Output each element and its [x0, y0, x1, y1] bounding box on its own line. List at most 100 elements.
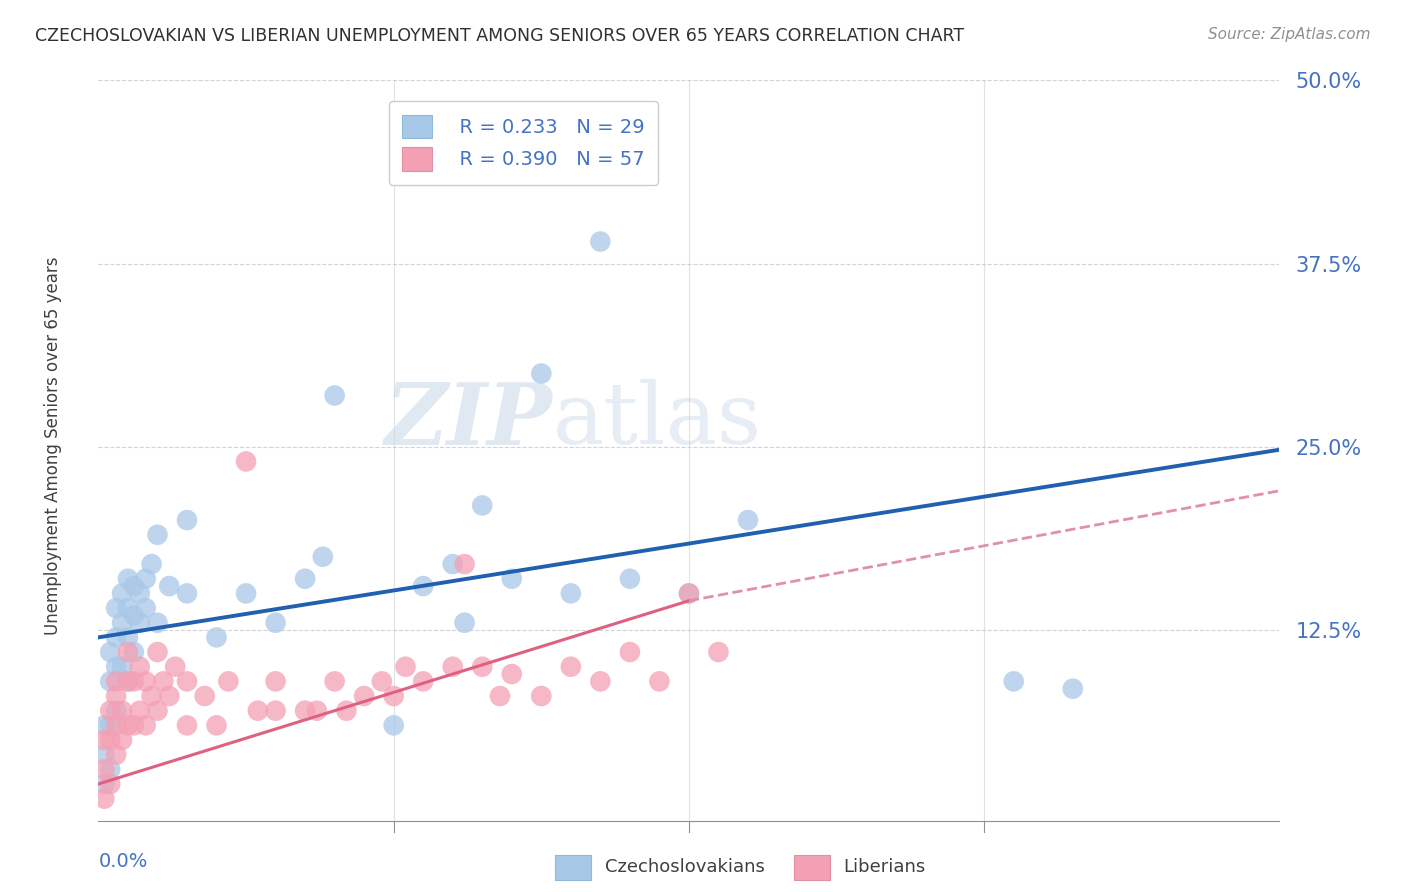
- Point: [152, 674, 174, 689]
- Point: [105, 631, 128, 645]
- Point: [98, 777, 121, 791]
- Point: [501, 572, 523, 586]
- Point: [165, 659, 187, 673]
- Point: [205, 631, 228, 645]
- Point: [93, 777, 115, 791]
- Point: [157, 579, 180, 593]
- Text: CZECHOSLOVAKIAN VS LIBERIAN UNEMPLOYMENT AMONG SENIORS OVER 65 YEARS CORRELATION: CZECHOSLOVAKIAN VS LIBERIAN UNEMPLOYMENT…: [35, 27, 965, 45]
- Point: [235, 454, 257, 468]
- Point: [530, 689, 553, 703]
- Point: [530, 367, 553, 381]
- Point: [93, 762, 115, 776]
- Point: [560, 586, 582, 600]
- Point: [323, 388, 346, 402]
- Point: [146, 615, 169, 630]
- Point: [264, 674, 287, 689]
- Point: [105, 718, 128, 732]
- Point: [117, 601, 139, 615]
- Point: [453, 615, 475, 630]
- Point: [707, 645, 730, 659]
- Point: [93, 791, 115, 805]
- Point: [122, 674, 145, 689]
- Point: [135, 718, 157, 732]
- Point: [93, 718, 115, 732]
- Point: [1002, 674, 1025, 689]
- Point: [98, 645, 121, 659]
- Point: [128, 659, 150, 673]
- Point: [122, 645, 145, 659]
- Point: [117, 674, 139, 689]
- Point: [111, 586, 134, 600]
- Point: [264, 615, 287, 630]
- Point: [176, 513, 198, 527]
- Point: [441, 557, 464, 571]
- Point: [471, 499, 494, 513]
- Point: [146, 528, 169, 542]
- Text: Czechoslovakians: Czechoslovakians: [605, 858, 765, 876]
- Point: [135, 572, 157, 586]
- Point: [217, 674, 239, 689]
- Point: [648, 674, 671, 689]
- Point: [98, 762, 121, 776]
- FancyBboxPatch shape: [794, 855, 830, 880]
- Point: [678, 586, 700, 600]
- Point: [128, 586, 150, 600]
- Point: [294, 704, 316, 718]
- Point: [501, 667, 523, 681]
- Point: [105, 689, 128, 703]
- Point: [382, 718, 405, 732]
- Point: [93, 747, 115, 762]
- Point: [619, 572, 641, 586]
- Point: [122, 608, 145, 623]
- Point: [122, 718, 145, 732]
- Point: [128, 704, 150, 718]
- Point: [117, 674, 139, 689]
- Text: Source: ZipAtlas.com: Source: ZipAtlas.com: [1208, 27, 1371, 42]
- Point: [146, 645, 169, 659]
- Point: [93, 733, 115, 747]
- Point: [312, 549, 335, 564]
- Point: [323, 674, 346, 689]
- Point: [141, 689, 163, 703]
- Point: [589, 235, 612, 249]
- Point: [105, 747, 128, 762]
- Point: [1062, 681, 1084, 696]
- Text: 0.0%: 0.0%: [98, 852, 148, 871]
- Point: [176, 674, 198, 689]
- Point: [394, 659, 416, 673]
- Point: [98, 674, 121, 689]
- Point: [471, 659, 494, 673]
- Point: [453, 557, 475, 571]
- Point: [335, 704, 357, 718]
- Point: [412, 674, 434, 689]
- Point: [489, 689, 512, 703]
- Point: [105, 704, 128, 718]
- Text: atlas: atlas: [553, 379, 762, 462]
- Point: [412, 579, 434, 593]
- Point: [98, 704, 121, 718]
- Point: [117, 645, 139, 659]
- Point: [176, 586, 198, 600]
- Legend:   R = 0.233   N = 29,   R = 0.390   N = 57: R = 0.233 N = 29, R = 0.390 N = 57: [389, 101, 658, 185]
- Point: [246, 704, 269, 718]
- Point: [441, 659, 464, 673]
- Point: [111, 615, 134, 630]
- Point: [235, 586, 257, 600]
- Point: [294, 572, 316, 586]
- Point: [135, 674, 157, 689]
- Text: Liberians: Liberians: [844, 858, 925, 876]
- Text: Unemployment Among Seniors over 65 years: Unemployment Among Seniors over 65 years: [45, 257, 62, 635]
- Point: [117, 718, 139, 732]
- Point: [264, 704, 287, 718]
- Point: [678, 586, 700, 600]
- Point: [111, 659, 134, 673]
- Point: [105, 659, 128, 673]
- Point: [146, 704, 169, 718]
- Point: [122, 579, 145, 593]
- Point: [382, 689, 405, 703]
- Point: [111, 733, 134, 747]
- Point: [371, 674, 394, 689]
- FancyBboxPatch shape: [555, 855, 591, 880]
- Point: [176, 718, 198, 732]
- Point: [353, 689, 375, 703]
